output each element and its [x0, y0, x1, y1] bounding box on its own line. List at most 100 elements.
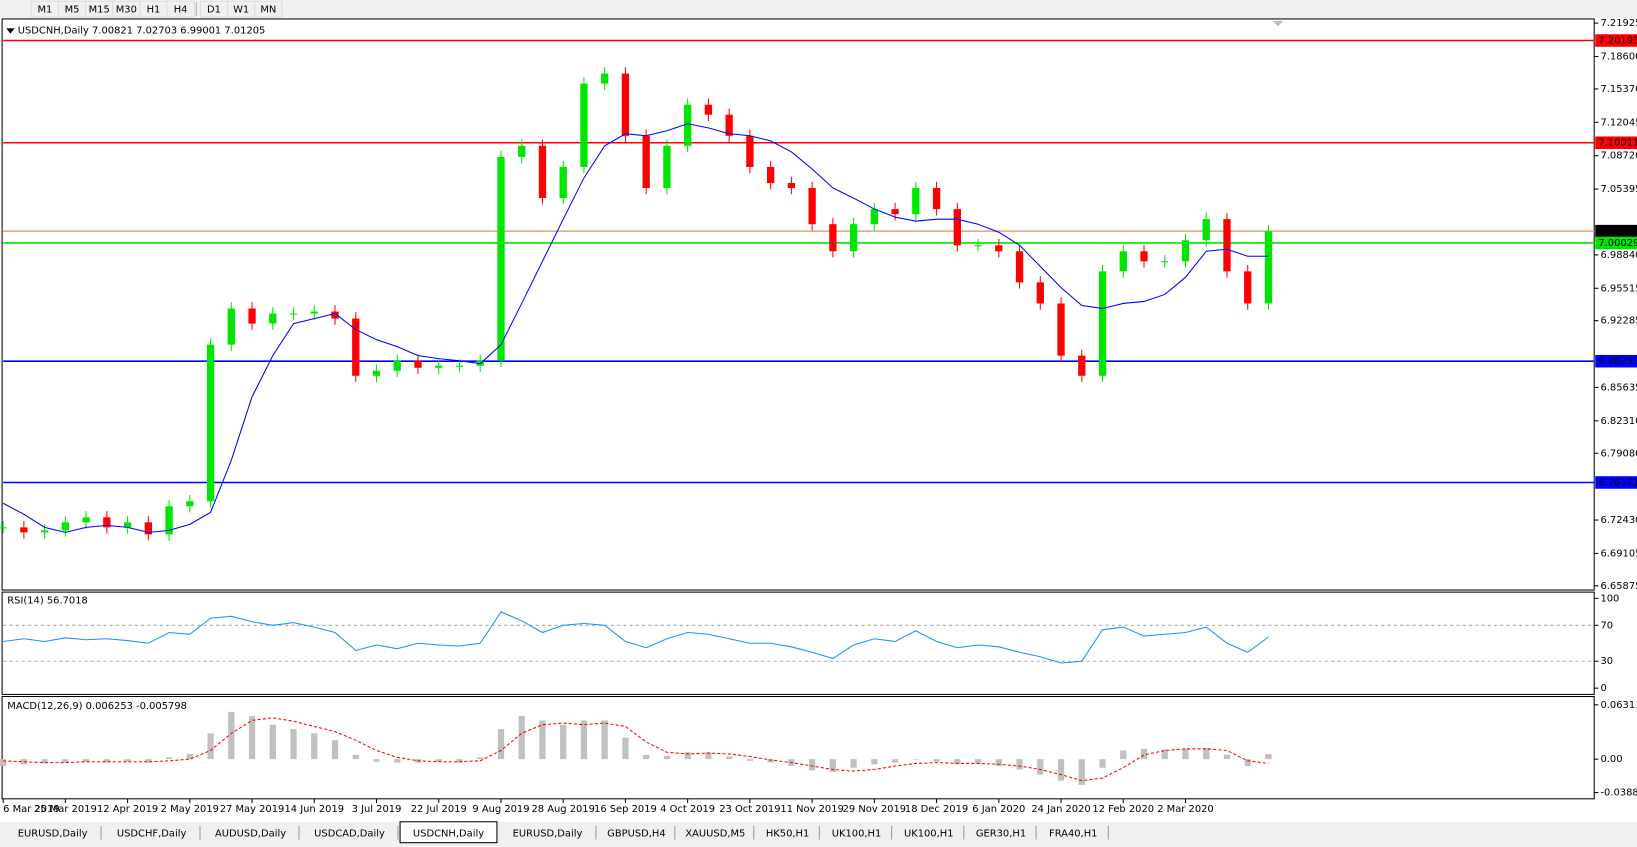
- macd-bar: [518, 716, 525, 760]
- macd-bar: [207, 733, 214, 760]
- candle: [61, 522, 70, 531]
- tab[interactable]: [499, 823, 596, 842]
- timeframe-label[interactable]: H1: [147, 5, 161, 16]
- tab[interactable]: [676, 823, 754, 842]
- candle: [518, 145, 526, 157]
- x-tick-label: 23 Oct 2019: [719, 804, 780, 815]
- tab-label[interactable]: FRA40,H1: [1049, 828, 1097, 839]
- candle: [642, 135, 650, 189]
- macd-bar: [456, 759, 463, 763]
- timeframe-label[interactable]: M30: [116, 5, 137, 16]
- candle: [82, 517, 90, 523]
- tab-label[interactable]: UK100,H1: [904, 828, 954, 839]
- price-tag-label: 7.00029: [1598, 238, 1637, 249]
- macd-bar: [435, 759, 442, 762]
- candle: [455, 365, 464, 367]
- rsi-title: RSI(14) 56.7018: [7, 595, 88, 606]
- candle: [1078, 355, 1086, 376]
- candle: [289, 313, 298, 315]
- y-tick-label: 30: [1600, 656, 1613, 667]
- x-tick-label: 18 Dec 2019: [905, 804, 968, 815]
- x-tick-label: 27 May 2019: [220, 804, 285, 815]
- candle: [1181, 240, 1190, 262]
- tab[interactable]: [598, 823, 675, 842]
- macd-bar: [580, 720, 588, 760]
- y-tick-label: 0: [1600, 683, 1606, 694]
- candle: [1264, 231, 1273, 304]
- candle: [1036, 282, 1044, 304]
- tab-label[interactable]: GBPUSD,H4: [607, 828, 666, 839]
- candle: [352, 318, 360, 376]
- tab-label[interactable]: UK100,H1: [832, 828, 882, 839]
- tab-label[interactable]: USDCNH,Daily: [413, 828, 484, 839]
- tab[interactable]: [4, 823, 102, 842]
- timeframe-label[interactable]: H4: [174, 5, 188, 16]
- candle: [787, 183, 796, 189]
- y-tick-label: 7.12045: [1600, 117, 1637, 128]
- timeframe-label[interactable]: D1: [207, 5, 221, 16]
- macd-bar: [41, 759, 48, 764]
- candle: [310, 311, 318, 314]
- tab[interactable]: [202, 823, 300, 842]
- toolbar: [0, 0, 1637, 18]
- timeframe-button[interactable]: [254, 0, 283, 18]
- macd-bar: [995, 759, 1002, 767]
- candle: [103, 517, 111, 528]
- shift-marker: [1272, 21, 1284, 27]
- timeframe-label[interactable]: M1: [37, 5, 52, 16]
- candle: [891, 209, 899, 215]
- candle: [269, 313, 277, 324]
- timeframe-label[interactable]: M5: [65, 5, 80, 16]
- y-tick-label: -0.038872: [1600, 788, 1637, 799]
- tab-label[interactable]: AUDUSD,Daily: [215, 828, 286, 839]
- macd-bar: [1078, 759, 1085, 785]
- macd-bar: [622, 737, 629, 760]
- macd-signal: [3, 717, 1269, 782]
- macd-bar: [954, 759, 961, 765]
- y-tick-label: 6.72430: [1600, 515, 1637, 526]
- x-tick-label: 6 Jan 2020: [972, 804, 1025, 815]
- y-tick-label: 100: [1600, 593, 1619, 604]
- macd-bar: [82, 759, 90, 762]
- tab-label[interactable]: XAUUSD,M5: [685, 828, 745, 839]
- candle: [1244, 271, 1252, 304]
- price-tag-label: 6.76171: [1598, 477, 1637, 488]
- macd-bar: [829, 759, 836, 773]
- collapse-arrow: [6, 28, 15, 34]
- tab[interactable]: [1038, 823, 1109, 842]
- tab[interactable]: [893, 823, 964, 842]
- macd-bar: [1161, 749, 1168, 760]
- timeframe-button[interactable]: [166, 0, 195, 18]
- tab[interactable]: [965, 823, 1037, 842]
- macd-bar: [477, 757, 484, 760]
- macd-panel: [1, 695, 1595, 800]
- rsi-line: [3, 611, 1269, 664]
- candle: [0, 527, 7, 529]
- macd-bar: [1140, 748, 1148, 760]
- timeframe-label[interactable]: M15: [89, 5, 110, 16]
- macd-bar: [891, 759, 899, 763]
- tab-label[interactable]: GER30,H1: [976, 828, 1026, 839]
- candle: [849, 224, 858, 252]
- timeframe-label[interactable]: W1: [233, 5, 249, 16]
- macd-bar: [539, 720, 546, 760]
- tab-label[interactable]: EURUSD,Daily: [513, 828, 583, 839]
- timeframe-label[interactable]: MN: [260, 5, 276, 16]
- tab[interactable]: [103, 823, 201, 842]
- candle: [393, 360, 401, 371]
- macd-bar: [1120, 750, 1127, 760]
- tab[interactable]: [399, 821, 498, 844]
- macd-bar: [1244, 759, 1251, 767]
- macd-bar: [974, 759, 982, 764]
- price-tag: [1595, 476, 1637, 489]
- tab[interactable]: [301, 823, 398, 842]
- tab-label[interactable]: USDCAD,Daily: [314, 828, 385, 839]
- x-tick-label: 3 Jul 2019: [352, 804, 402, 815]
- tab[interactable]: [755, 823, 820, 842]
- tab[interactable]: [821, 823, 892, 842]
- tab-label[interactable]: HK50,H1: [766, 828, 809, 839]
- tab-label[interactable]: EURUSD,Daily: [18, 828, 88, 839]
- tab-label[interactable]: USDCHF,Daily: [117, 828, 187, 839]
